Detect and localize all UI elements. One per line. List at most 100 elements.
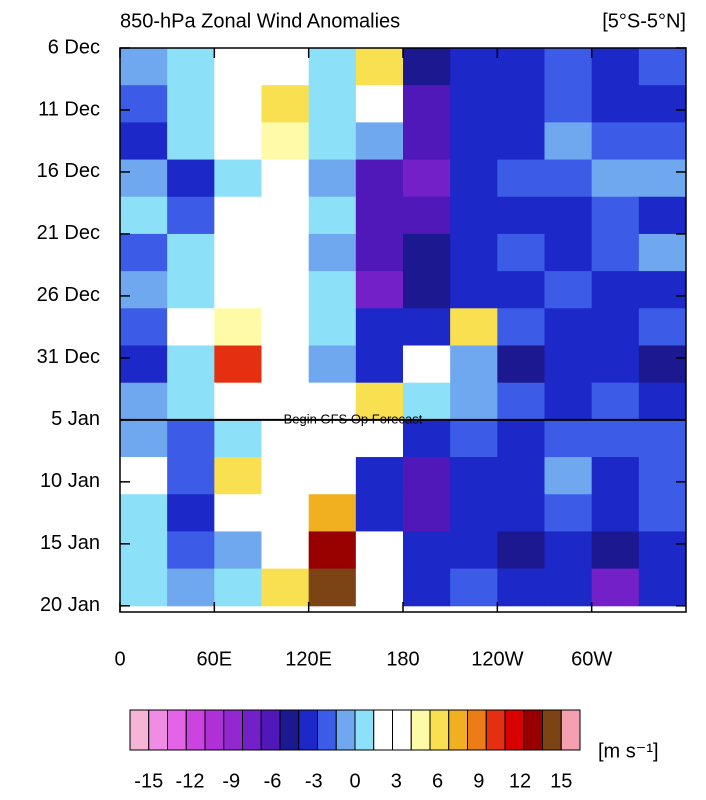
heat-cell xyxy=(497,271,545,309)
heat-cell xyxy=(120,85,168,123)
heat-cell xyxy=(403,457,451,495)
heat-cell xyxy=(591,48,640,86)
colorbar-label: -3 xyxy=(305,770,323,792)
x-tick-label: 180 xyxy=(386,648,419,670)
heat-cell xyxy=(591,419,640,458)
heat-cell xyxy=(638,271,687,309)
heat-cell xyxy=(167,494,215,532)
heat-cell xyxy=(308,457,357,495)
colorbar-box xyxy=(560,709,581,751)
heat-cell xyxy=(403,159,451,198)
heat-cell xyxy=(120,531,168,570)
heat-cell xyxy=(403,48,451,86)
heat-cell xyxy=(355,196,404,235)
x-tick-label: 120W xyxy=(471,648,523,670)
heat-cell xyxy=(450,419,498,458)
y-tick-label: 21 Dec xyxy=(37,222,100,244)
heat-cell xyxy=(638,568,687,607)
heat-cell xyxy=(308,48,357,86)
heat-cell xyxy=(167,308,215,346)
heat-cell xyxy=(544,308,593,346)
heat-cell xyxy=(591,382,640,421)
heat-cell xyxy=(120,457,168,495)
heat-cell xyxy=(403,196,451,235)
heat-cell xyxy=(167,48,215,86)
colorbar-box xyxy=(373,709,393,751)
heat-cell xyxy=(638,382,687,421)
heat-cell xyxy=(450,196,498,235)
heat-cell xyxy=(450,85,498,123)
heat-cell xyxy=(120,494,168,532)
heat-cell xyxy=(167,345,215,384)
heat-cell xyxy=(308,308,357,346)
heat-cell xyxy=(497,85,545,123)
heat-cell xyxy=(497,48,545,86)
heat-cell xyxy=(355,122,404,161)
heat-cell xyxy=(497,308,545,346)
colorbar-box xyxy=(467,709,487,751)
heat-cell xyxy=(308,85,357,123)
heat-cell xyxy=(403,122,451,161)
heat-cell xyxy=(120,271,168,309)
heat-cell xyxy=(591,494,640,532)
heat-cell xyxy=(403,382,451,421)
heat-cell xyxy=(544,494,593,532)
heat-cell xyxy=(544,122,593,161)
heat-cell xyxy=(214,419,262,458)
colorbar-label: 12 xyxy=(509,770,531,792)
heat-cell xyxy=(261,457,310,495)
heat-cell xyxy=(355,531,404,570)
heat-cell xyxy=(214,382,262,421)
heat-cell xyxy=(591,531,640,570)
heat-cell xyxy=(544,85,593,123)
x-tick-label: 0 xyxy=(114,648,125,670)
chart-title: 850-hPa Zonal Wind Anomalies xyxy=(120,10,400,32)
heat-cell xyxy=(403,345,451,384)
colorbar-box xyxy=(448,709,468,751)
colorbar-box xyxy=(242,709,262,751)
heat-cell xyxy=(544,345,593,384)
heat-cell xyxy=(120,159,168,198)
colorbar-box xyxy=(298,709,318,751)
heat-cell xyxy=(450,457,498,495)
heat-cell xyxy=(120,233,168,272)
heat-cell xyxy=(638,85,687,123)
colorbar-box xyxy=(335,709,356,751)
heat-cell xyxy=(214,85,262,123)
heat-cell xyxy=(167,568,215,607)
heat-cell xyxy=(120,382,168,421)
heat-cell xyxy=(308,382,357,421)
heat-cell xyxy=(403,85,451,123)
heat-cell xyxy=(544,531,593,570)
heat-cell xyxy=(355,85,404,123)
heat-cell xyxy=(214,196,262,235)
heat-cell xyxy=(261,382,310,421)
heat-cell xyxy=(355,233,404,272)
heat-cell xyxy=(308,531,357,570)
heat-cell xyxy=(214,457,262,495)
heat-cell xyxy=(403,271,451,309)
heat-cell xyxy=(497,159,545,198)
heat-cell xyxy=(497,122,545,161)
colorbar-box xyxy=(523,709,543,751)
heat-cell xyxy=(261,48,310,86)
colorbar-box xyxy=(129,709,150,751)
heat-cell xyxy=(308,494,357,532)
heat-cell xyxy=(450,345,498,384)
heat-cell xyxy=(261,308,310,346)
colorbar-box xyxy=(485,709,506,751)
heat-cell xyxy=(167,271,215,309)
heat-cell xyxy=(355,419,404,458)
heat-cell xyxy=(261,122,310,161)
heat-cell xyxy=(308,345,357,384)
heat-cell xyxy=(544,568,593,607)
heat-cell xyxy=(214,568,262,607)
y-tick-label: 5 Jan xyxy=(51,408,100,430)
colorbar-box xyxy=(392,709,412,751)
colorbar-label: -15 xyxy=(134,770,163,792)
heat-cell xyxy=(544,159,593,198)
colorbar-label: 3 xyxy=(391,770,402,792)
heat-cell xyxy=(638,233,687,272)
colorbar-box xyxy=(504,709,525,751)
heat-cell xyxy=(403,494,451,532)
